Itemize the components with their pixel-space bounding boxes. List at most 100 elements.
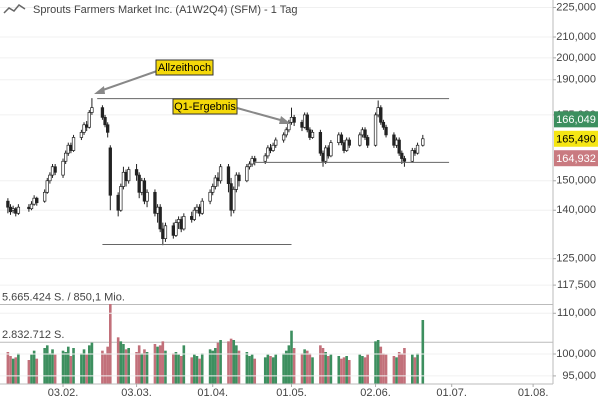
y-tick-label: 117,500 bbox=[557, 279, 596, 291]
volume-bar bbox=[103, 353, 107, 384]
candle-body bbox=[69, 144, 73, 151]
price-tag-label: 166,049 bbox=[556, 114, 596, 126]
candle-body bbox=[182, 216, 186, 230]
volume-bar bbox=[340, 358, 343, 384]
volume-bar bbox=[43, 348, 46, 384]
candle-body bbox=[229, 183, 233, 211]
volume-bar bbox=[51, 349, 54, 384]
candle-body bbox=[134, 169, 139, 176]
volume-bar bbox=[342, 357, 346, 384]
candle-body bbox=[287, 121, 291, 131]
volume-bar bbox=[198, 358, 201, 384]
volume-bar bbox=[271, 357, 275, 384]
volume-bar bbox=[337, 356, 341, 384]
volume-bar bbox=[403, 348, 406, 384]
candle-body bbox=[190, 216, 194, 220]
volume-bar bbox=[284, 350, 288, 384]
volume-bar bbox=[324, 352, 327, 384]
volume-panel: 5.665.424 S. / 850,1 Mio. 2.832.712 S. bbox=[0, 291, 553, 384]
candle-body bbox=[237, 174, 241, 182]
volume-bar bbox=[108, 304, 112, 384]
volume-bar bbox=[45, 345, 49, 384]
volume-bar bbox=[358, 354, 362, 384]
volume-bar bbox=[382, 353, 385, 384]
candle-body bbox=[218, 166, 223, 182]
candle-body bbox=[394, 139, 399, 146]
volume-bar bbox=[116, 337, 120, 384]
volume-bar bbox=[308, 353, 312, 384]
volume-bar bbox=[237, 350, 241, 384]
volume-bar bbox=[177, 354, 180, 384]
candle-body bbox=[263, 155, 267, 162]
volume-bar bbox=[248, 356, 251, 384]
volume-bar bbox=[190, 357, 194, 384]
volume-bar bbox=[319, 345, 322, 384]
volume-bar bbox=[253, 358, 257, 384]
candle-body bbox=[402, 158, 407, 162]
candle-body bbox=[326, 147, 330, 157]
candle-body bbox=[50, 166, 55, 176]
candle-body bbox=[200, 200, 204, 214]
candle-body bbox=[140, 180, 144, 193]
volume-bar bbox=[266, 354, 270, 384]
volume-bar bbox=[179, 356, 183, 384]
candle-body bbox=[213, 177, 217, 187]
volume-bar bbox=[145, 352, 149, 384]
candle-body bbox=[87, 112, 91, 128]
candle-body bbox=[45, 180, 49, 193]
candle-body bbox=[415, 144, 420, 154]
volume-bar bbox=[143, 349, 146, 384]
candle-body bbox=[108, 147, 112, 196]
volume-bar bbox=[292, 348, 296, 384]
candle-body bbox=[195, 206, 199, 211]
volume-bar bbox=[193, 354, 196, 384]
volume-bar bbox=[287, 345, 291, 384]
candle-body bbox=[145, 191, 149, 202]
volume-bar bbox=[235, 345, 238, 384]
volume-bar bbox=[64, 352, 67, 384]
y-tick-label: 200,000 bbox=[556, 52, 596, 64]
volume-bar bbox=[366, 354, 369, 384]
candle-body bbox=[6, 200, 10, 208]
volume-bar bbox=[124, 349, 128, 384]
plot-area bbox=[6, 98, 450, 246]
candle-body bbox=[179, 219, 183, 230]
candle-body bbox=[281, 134, 286, 141]
volume-bar bbox=[158, 345, 162, 384]
volume-bar bbox=[182, 345, 186, 384]
candle-body bbox=[137, 174, 141, 193]
candle-body bbox=[158, 206, 162, 230]
candle-body bbox=[116, 194, 120, 211]
title-icon bbox=[3, 4, 26, 14]
volume-bar bbox=[153, 344, 157, 384]
volume-bar bbox=[172, 353, 175, 384]
candle-body bbox=[323, 147, 328, 162]
annotation-label: Allzeithoch bbox=[158, 62, 211, 74]
y-tick-label: 150,000 bbox=[556, 175, 596, 187]
volume-bar bbox=[156, 346, 159, 384]
volume-bar bbox=[245, 352, 249, 384]
candle-body bbox=[271, 144, 275, 151]
candle-body bbox=[384, 126, 388, 136]
volume-bar bbox=[263, 357, 267, 384]
volume-bar bbox=[321, 348, 325, 384]
volume-bar bbox=[119, 341, 123, 384]
volume-bar bbox=[101, 350, 104, 384]
candle-body bbox=[410, 150, 414, 162]
volume-bar bbox=[200, 353, 204, 384]
volume-bar bbox=[161, 341, 165, 384]
x-tick-label: 01.04. bbox=[197, 387, 228, 399]
price-tag bbox=[554, 111, 598, 128]
candle-body bbox=[208, 191, 212, 202]
candle-body bbox=[366, 137, 370, 146]
candle-body bbox=[363, 129, 367, 138]
candle-body bbox=[234, 174, 239, 190]
volume-bar bbox=[379, 346, 383, 384]
axes: 95,000 100,000 110,000 117,500 125,000 140,00… bbox=[48, 1, 598, 399]
volume-bar bbox=[413, 357, 417, 384]
volume-bar bbox=[305, 350, 309, 384]
candle-body bbox=[253, 158, 257, 162]
volume-bar bbox=[208, 349, 212, 384]
candle-body bbox=[85, 124, 89, 128]
